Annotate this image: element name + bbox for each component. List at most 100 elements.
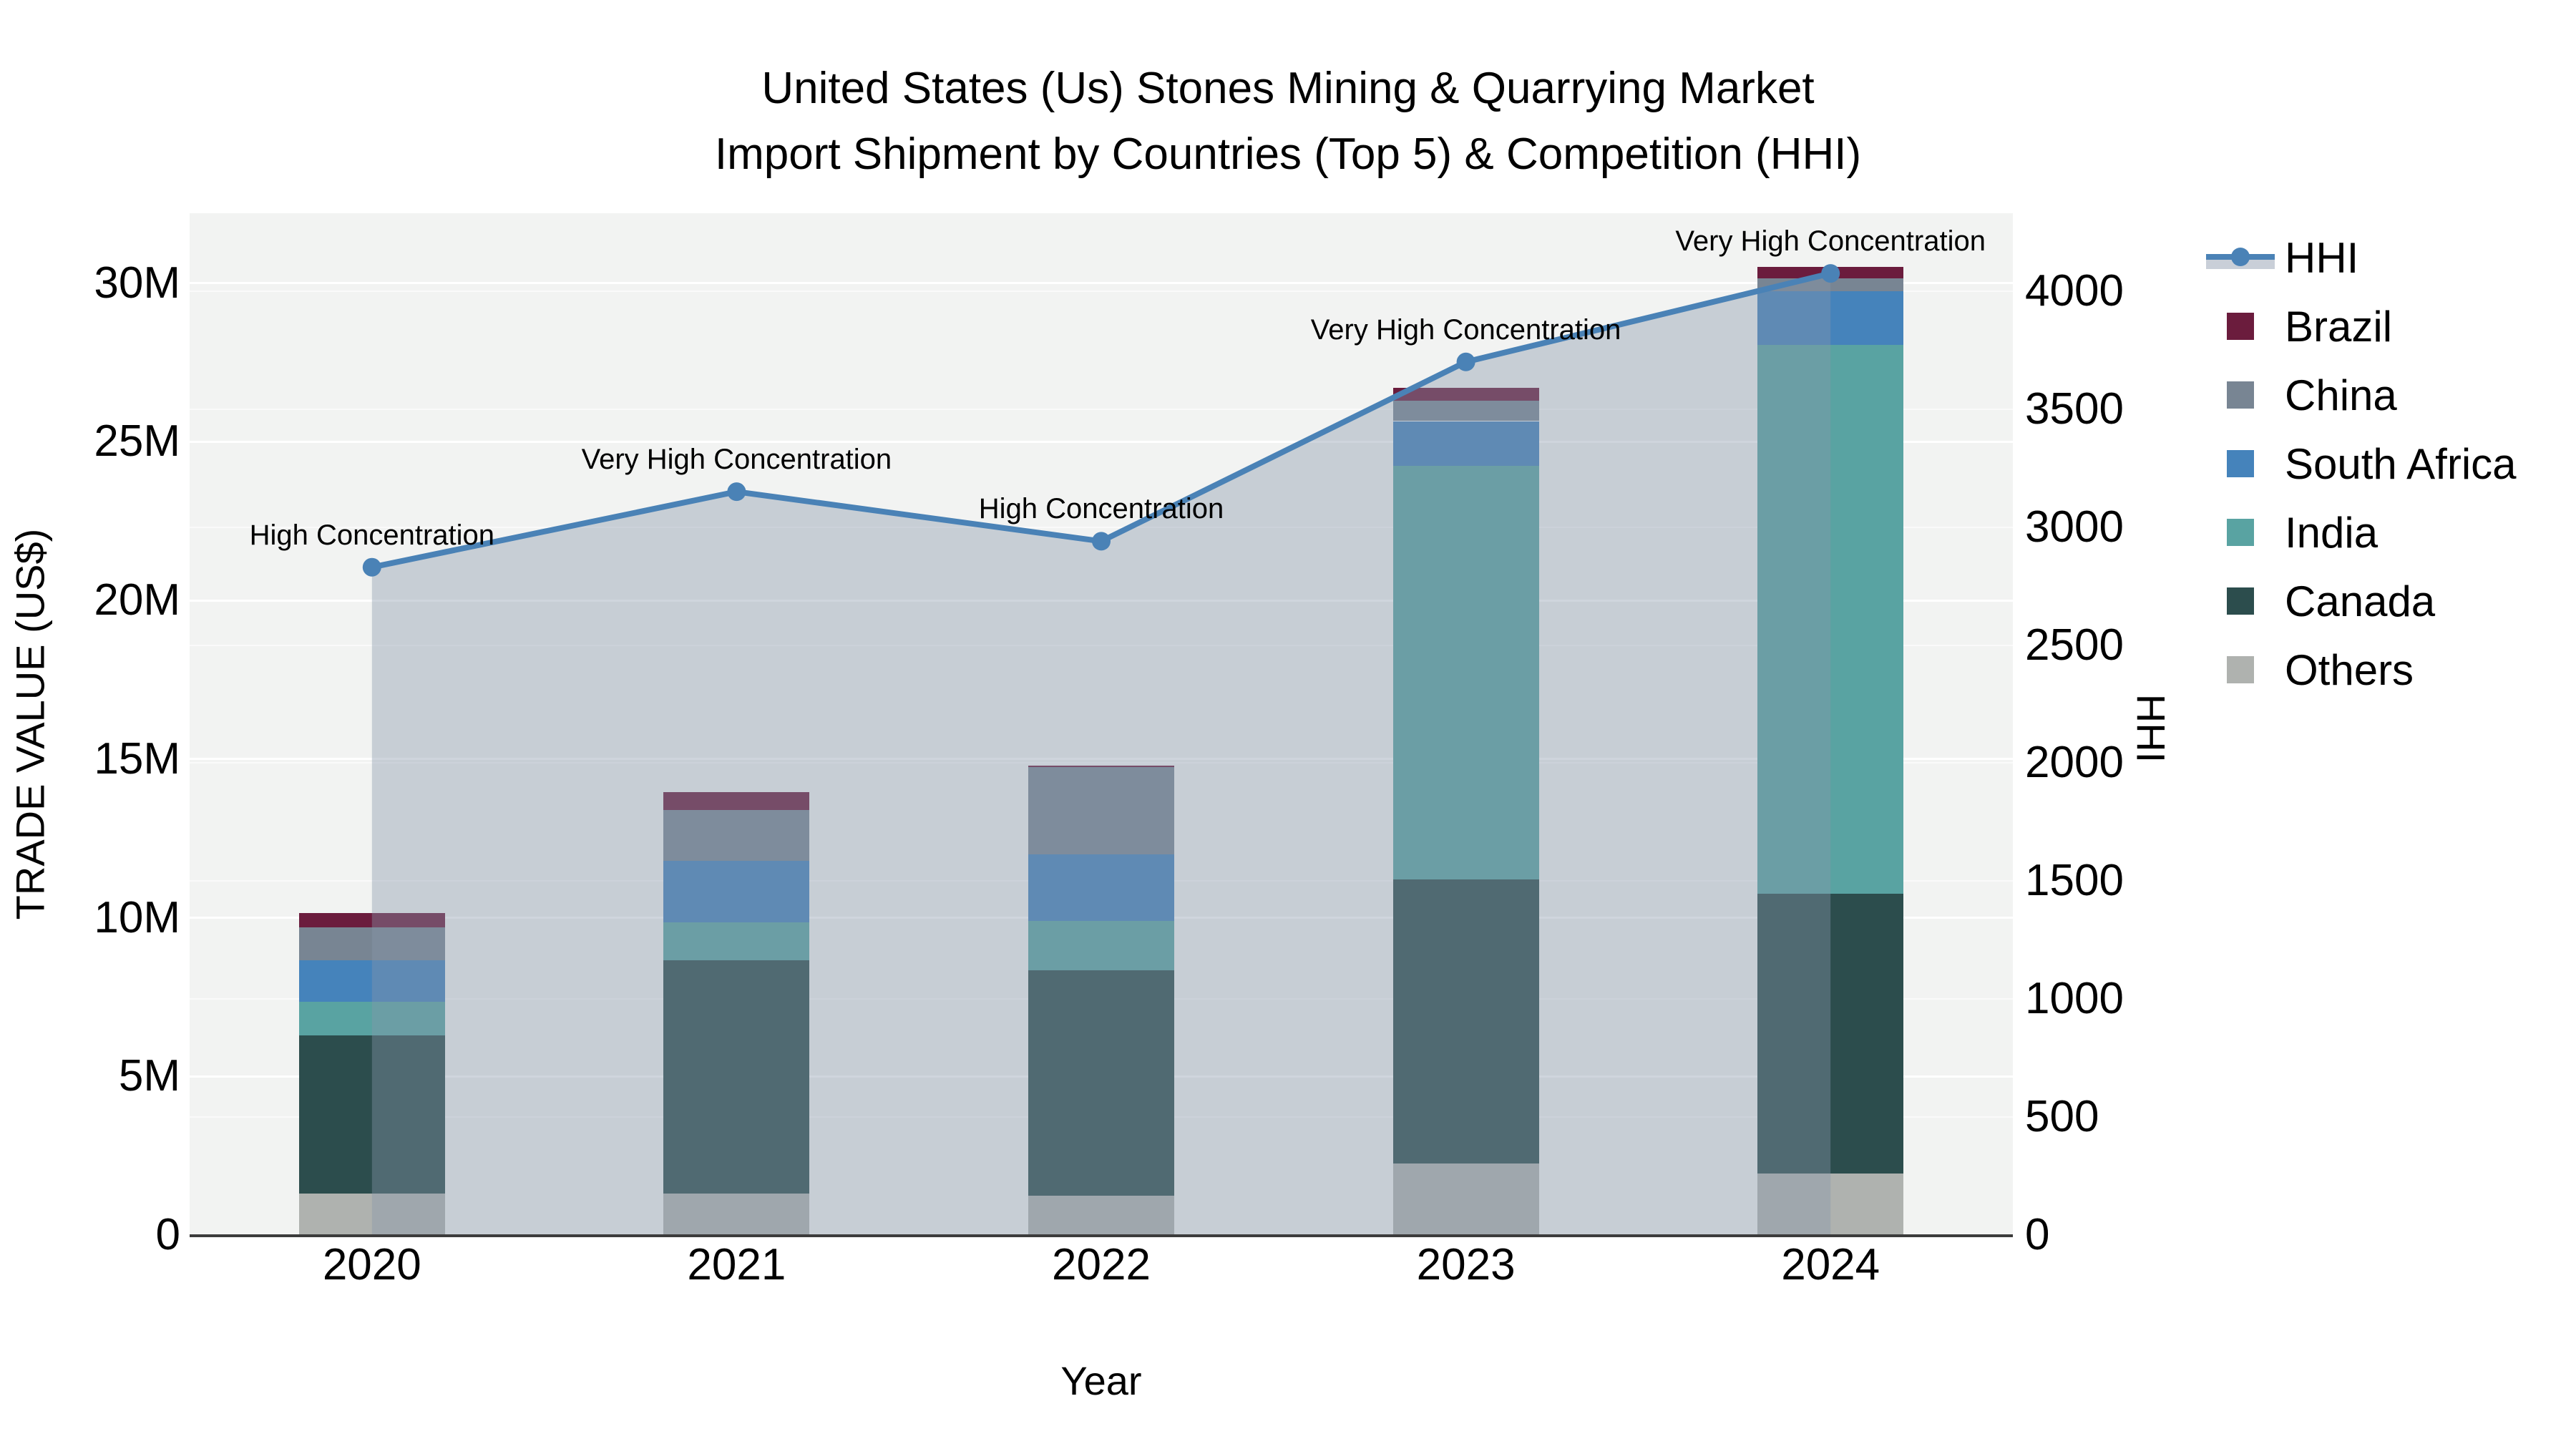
bar-segment-brazil-2022[interactable] <box>1028 765 1174 767</box>
bar-segment-canada-2020[interactable] <box>298 1035 445 1194</box>
gridline-hhi-3500 <box>190 408 2013 410</box>
hhi-marker-2022[interactable] <box>1092 532 1111 551</box>
bar-segment-india-2023[interactable] <box>1392 465 1539 880</box>
legend-item-hhi[interactable]: HHI <box>2206 223 2517 292</box>
canada-color-chip <box>2227 587 2254 615</box>
ytick-right-0: 0 <box>2025 1210 2050 1259</box>
legend-item-china[interactable]: China <box>2206 361 2517 429</box>
bar-segment-south-africa-2023[interactable] <box>1392 421 1539 466</box>
legend-item-canada[interactable]: Canada <box>2206 567 2517 635</box>
y-axis-left-title: TRADE VALUE (US$) <box>7 528 53 920</box>
legend-label-others: Others <box>2285 645 2414 694</box>
india-swatch-icon <box>2206 519 2285 546</box>
legend-label-hhi: HHI <box>2285 233 2359 282</box>
china-color-chip <box>2227 381 2254 409</box>
legend-label-china: China <box>2285 371 2397 419</box>
chart-title-line2: Import Shipment by Countries (Top 5) & C… <box>714 130 1862 179</box>
legend-item-brazil[interactable]: Brazil <box>2206 292 2517 361</box>
china-swatch-icon <box>2206 381 2285 409</box>
gridline-hhi-2000 <box>190 762 2013 764</box>
legend-item-india[interactable]: India <box>2206 498 2517 567</box>
south-africa-swatch-icon <box>2206 450 2285 477</box>
bar-segment-south-africa-2024[interactable] <box>1757 291 1904 346</box>
south-africa-color-chip <box>2227 450 2254 477</box>
bar-segment-canada-2022[interactable] <box>1028 970 1174 1196</box>
ytick-right-3000: 3000 <box>2025 502 2124 552</box>
ytick-left-30M: 30M <box>94 258 180 308</box>
gridline-trade-25M <box>190 440 2013 443</box>
plot-area: High Concentration Very High Concentratio… <box>190 213 2013 1237</box>
bar-segment-india-2024[interactable] <box>1757 345 1904 894</box>
legend-label-india: India <box>2285 508 2379 557</box>
ytick-right-1500: 1500 <box>2025 856 2124 906</box>
hhi-line-layer <box>362 264 1840 1236</box>
bar-segment-others-2021[interactable] <box>663 1194 810 1235</box>
ytick-left-15M: 15M <box>94 733 180 784</box>
bar-segment-india-2022[interactable] <box>1028 920 1174 970</box>
annotation-2023: Very High Concentration <box>1310 313 1621 346</box>
hhi-area-fill <box>371 273 1831 1236</box>
ytick-left-25M: 25M <box>94 416 180 467</box>
bar-segment-india-2020[interactable] <box>298 1002 445 1035</box>
gridline-trade-30M <box>190 282 2013 285</box>
bar-segment-others-2023[interactable] <box>1392 1163 1539 1235</box>
annotation-2024: Very High Concentration <box>1675 225 1986 258</box>
bar-segment-china-2023[interactable] <box>1392 400 1539 421</box>
hhi-marker-2021[interactable] <box>727 482 746 502</box>
annotation-2022: High Concentration <box>978 493 1224 525</box>
hhi-line-swatch-icon <box>2206 242 2285 273</box>
ytick-left-0: 0 <box>155 1210 180 1259</box>
brazil-color-chip <box>2227 313 2254 340</box>
bar-segment-canada-2021[interactable] <box>663 960 810 1194</box>
bar-segment-brazil-2020[interactable] <box>298 912 445 927</box>
bar-segment-canada-2023[interactable] <box>1392 879 1539 1164</box>
chart-title-line1: United States (Us) Stones Mining & Quarr… <box>761 64 1815 113</box>
annotation-2020: High Concentration <box>249 519 495 551</box>
gridline-hhi-2500 <box>190 644 2013 646</box>
xtick-2021: 2021 <box>687 1240 786 1289</box>
bar-segment-india-2021[interactable] <box>663 922 810 961</box>
legend-label-canada: Canada <box>2285 577 2436 625</box>
ytick-right-2500: 2500 <box>2025 620 2124 670</box>
y-axis-right-title: HHI <box>2128 693 2174 763</box>
hhi-marker-2020[interactable] <box>362 557 381 577</box>
gridline-hhi-3000 <box>190 526 2013 528</box>
xtick-2020: 2020 <box>322 1240 421 1289</box>
x-axis-line <box>190 1234 2013 1237</box>
hhi-marker-2023[interactable] <box>1456 352 1475 371</box>
others-swatch-icon <box>2206 656 2285 683</box>
bar-segment-south-africa-2022[interactable] <box>1028 854 1174 921</box>
xtick-2023: 2023 <box>1416 1240 1516 1289</box>
gridline-trade-15M <box>190 758 2013 761</box>
legend: HHI Brazil China South Africa India Canada Oth… <box>2206 223 2517 704</box>
bar-segment-brazil-2021[interactable] <box>663 792 810 810</box>
bar-segment-others-2022[interactable] <box>1028 1195 1174 1235</box>
ytick-right-3500: 3500 <box>2025 384 2124 434</box>
bar-segment-china-2020[interactable] <box>298 927 445 961</box>
annotation-2021: Very High Concentration <box>581 444 892 476</box>
bar-segment-others-2020[interactable] <box>298 1194 445 1235</box>
bar-segment-brazil-2023[interactable] <box>1392 387 1539 401</box>
gridline-hhi-4000 <box>190 290 2013 292</box>
bar-segment-china-2022[interactable] <box>1028 766 1174 854</box>
bar-segment-others-2024[interactable] <box>1757 1173 1904 1235</box>
others-color-chip <box>2227 656 2254 683</box>
chart-title: United States (Us) Stones Mining & Quarr… <box>0 56 2576 187</box>
brazil-swatch-icon <box>2206 313 2285 340</box>
bar-segment-south-africa-2021[interactable] <box>663 860 810 923</box>
bar-segment-canada-2024[interactable] <box>1757 894 1904 1174</box>
hhi-marker-2024[interactable] <box>1821 264 1840 283</box>
ytick-right-500: 500 <box>2025 1092 2099 1142</box>
bar-segment-china-2021[interactable] <box>663 809 810 861</box>
legend-item-south-africa[interactable]: South Africa <box>2206 429 2517 498</box>
xtick-2022: 2022 <box>1052 1240 1151 1289</box>
bar-segment-south-africa-2020[interactable] <box>298 960 445 1002</box>
legend-item-others[interactable]: Others <box>2206 635 2517 704</box>
gridline-trade-20M <box>190 599 2013 602</box>
ytick-right-4000: 4000 <box>2025 265 2124 316</box>
ytick-left-10M: 10M <box>94 892 180 942</box>
x-axis-title: Year <box>1060 1358 1142 1403</box>
xtick-2024: 2024 <box>1781 1240 1880 1289</box>
ytick-right-2000: 2000 <box>2025 738 2124 788</box>
ytick-right-1000: 1000 <box>2025 974 2124 1024</box>
